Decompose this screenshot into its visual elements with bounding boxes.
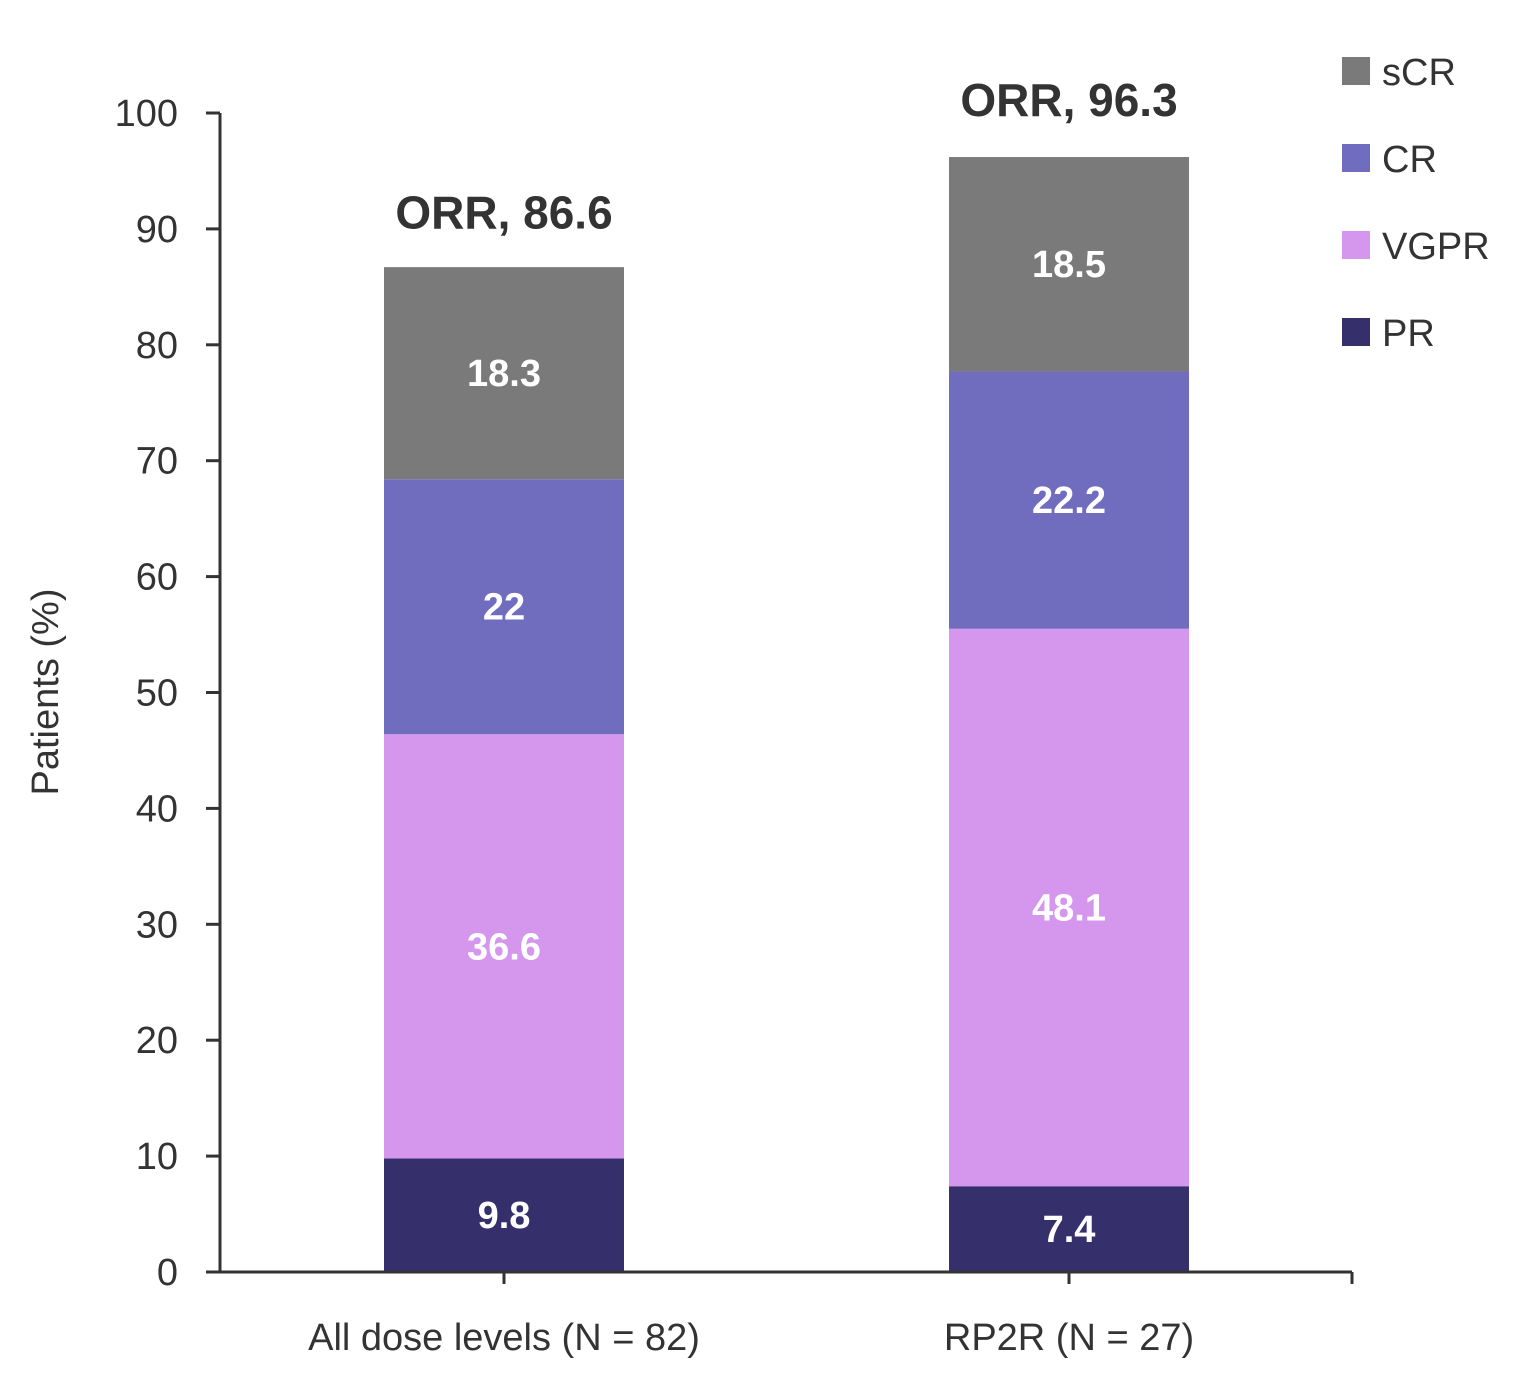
- data-label-vgpr: 36.6: [467, 926, 541, 968]
- bar-segment-pr: [949, 1186, 1189, 1272]
- data-label-pr: 7.4: [1043, 1209, 1096, 1251]
- legend-label-pr: PR: [1382, 313, 1435, 355]
- plot-area: 9.8 36.6 22 18.3 ORR, 86.6 7.4 48.1 22.2 18.5 ORR…: [384, 74, 1189, 1272]
- legend-swatch-pr: [1342, 318, 1370, 346]
- data-label-scr: 18.3: [467, 353, 541, 395]
- y-tick-label: 30: [136, 904, 178, 946]
- bar-segment-scr: [384, 267, 624, 480]
- legend-swatch-cr: [1342, 144, 1370, 172]
- y-axis-title: Patients (%): [25, 589, 67, 796]
- bar-segment-vgpr: [384, 734, 624, 1159]
- y-tick-label: 0: [157, 1252, 178, 1294]
- bar-segment-cr: [384, 479, 624, 735]
- legend-label-vgpr: VGPR: [1382, 226, 1490, 268]
- bar-segment-scr: [949, 157, 1189, 372]
- y-tick-label: 80: [136, 325, 178, 367]
- bar-segment-pr: [384, 1158, 624, 1272]
- data-label-scr: 18.5: [1032, 244, 1106, 286]
- data-label-vgpr: 48.1: [1032, 887, 1106, 929]
- axes: 0 10 20 30 40 50 60 70 80 90 100 All dose levels (N…: [115, 93, 1354, 1359]
- bar-segment-cr: [949, 371, 1189, 629]
- bar-segment-vgpr: [949, 628, 1189, 1187]
- data-label-cr: 22: [483, 587, 525, 629]
- y-tick-label: 60: [136, 557, 178, 599]
- x-tick-label: RP2R (N = 27): [944, 1317, 1194, 1359]
- data-label-pr: 9.8: [478, 1195, 531, 1237]
- y-tick-label: 40: [136, 788, 178, 830]
- orr-total-label: ORR, 86.6: [395, 186, 612, 238]
- y-tick-label: 100: [115, 93, 178, 135]
- legend-label-cr: CR: [1382, 139, 1437, 181]
- x-tick-label: All dose levels (N = 82): [308, 1317, 700, 1359]
- orr-total-label: ORR, 96.3: [960, 74, 1177, 126]
- legend: sCR CR VGPR PR: [1342, 52, 1490, 355]
- y-tick-label: 10: [136, 1136, 178, 1178]
- legend-swatch-vgpr: [1342, 231, 1370, 259]
- data-label-cr: 22.2: [1032, 480, 1106, 522]
- y-tick-label: 90: [136, 209, 178, 251]
- legend-label-scr: sCR: [1382, 52, 1456, 94]
- y-tick-label: 70: [136, 441, 178, 483]
- legend-swatch-scr: [1342, 57, 1370, 85]
- y-tick-label: 50: [136, 673, 178, 715]
- y-tick-label: 20: [136, 1020, 178, 1062]
